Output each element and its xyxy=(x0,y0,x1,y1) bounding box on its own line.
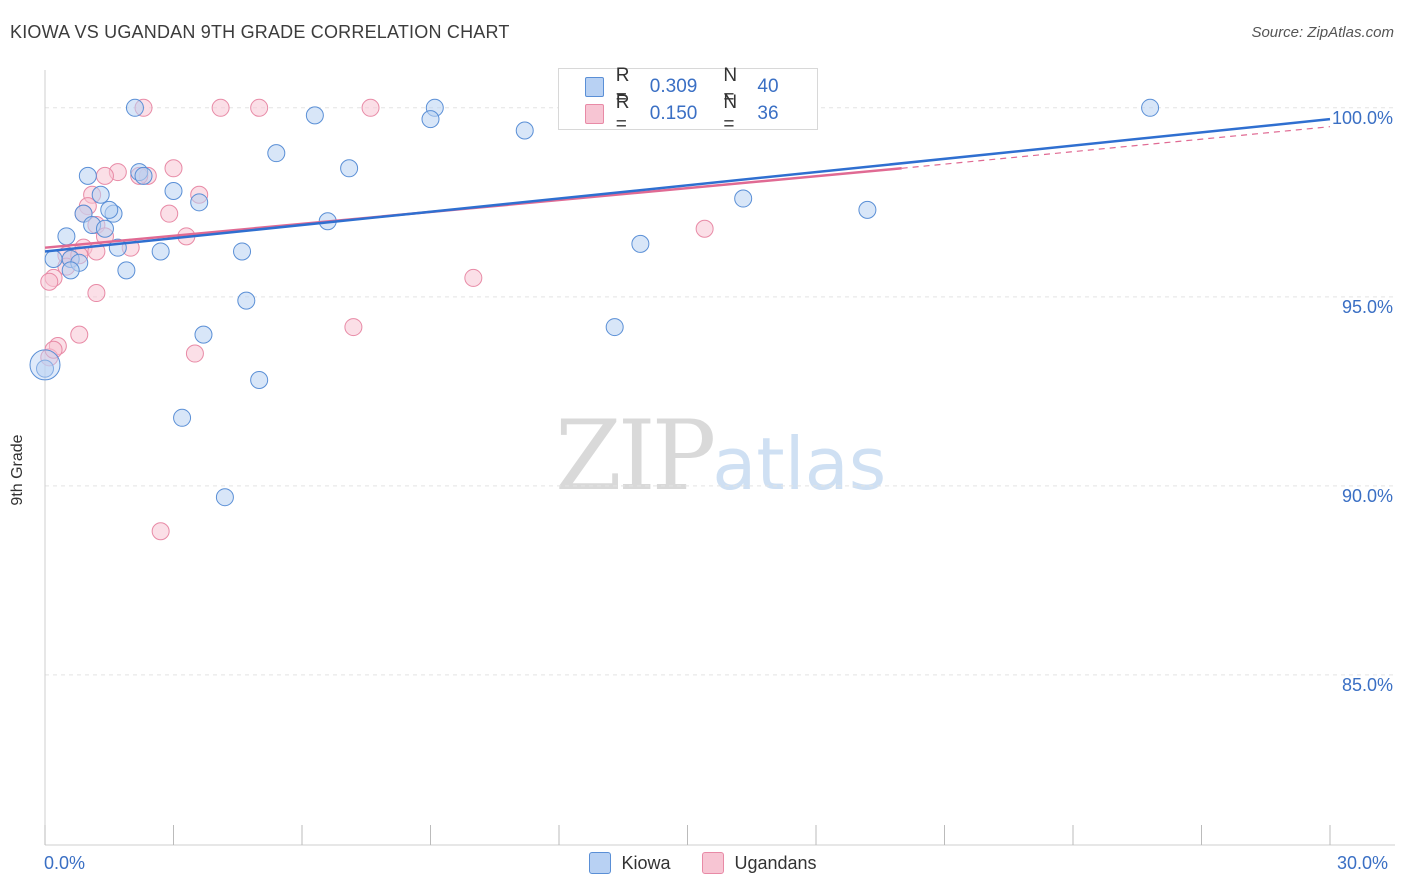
ugandans-legend-label: Ugandans xyxy=(734,852,817,873)
kiowa-point xyxy=(78,166,97,185)
ugandans-point xyxy=(695,219,714,238)
ugandans-point xyxy=(151,522,170,541)
y-tick-label: 95.0% xyxy=(1342,297,1393,317)
ugandans-point xyxy=(95,166,114,185)
kiowa-point xyxy=(340,159,359,178)
ugandans-n-value: 36 xyxy=(757,103,779,124)
kiowa-point xyxy=(44,250,63,269)
ugandans-point xyxy=(70,325,89,344)
kiowa-point xyxy=(125,98,144,117)
ugandans-point xyxy=(87,284,106,303)
ugandans-point xyxy=(160,204,179,223)
kiowa-point xyxy=(237,291,256,310)
ugandans-r-label: R = xyxy=(615,92,630,135)
y-tick-label: 90.0% xyxy=(1342,486,1393,506)
kiowa-trend-line xyxy=(44,117,1331,253)
kiowa-point xyxy=(190,193,209,212)
kiowa-point xyxy=(91,185,110,204)
kiowa-point xyxy=(515,121,534,140)
kiowa-point xyxy=(134,166,153,185)
kiowa-point xyxy=(100,200,119,219)
kiowa-point xyxy=(57,227,76,246)
kiowa-point xyxy=(233,242,252,261)
ugandans-n-label: N = xyxy=(723,92,738,135)
kiowa-point xyxy=(734,189,753,208)
kiowa-point xyxy=(117,261,136,280)
ugandans-r-value: 0.150 xyxy=(649,103,698,124)
kiowa-point xyxy=(305,106,324,125)
ugandans-point xyxy=(164,159,183,178)
y-tick-label: 100.0% xyxy=(1332,108,1393,128)
legend-row-kiowa: R = 0.309 N = 40 xyxy=(585,65,817,108)
ugandans-legend-swatch xyxy=(702,852,725,874)
kiowa-point xyxy=(631,234,650,253)
kiowa-swatch xyxy=(585,77,604,97)
ugandans-point xyxy=(250,98,269,117)
ugandans-point xyxy=(40,272,59,291)
x-axis-min-label: 0.0% xyxy=(44,853,86,873)
series-legend: Kiowa Ugandans xyxy=(0,852,1406,874)
kiowa-point xyxy=(95,219,114,238)
legend-row-ugandans: R = 0.150 N = 36 xyxy=(585,92,817,135)
kiowa-point-large xyxy=(29,349,61,381)
kiowa-r-value: 0.309 xyxy=(649,76,698,97)
kiowa-point xyxy=(36,359,54,378)
kiowa-n-value: 40 xyxy=(757,76,779,97)
ugandans-point xyxy=(344,318,363,337)
ugandans-point xyxy=(464,268,483,287)
kiowa-point xyxy=(61,261,80,280)
kiowa-point xyxy=(194,325,213,344)
legend-item-kiowa[interactable]: Kiowa xyxy=(589,852,670,874)
kiowa-legend-label: Kiowa xyxy=(621,852,671,873)
kiowa-point xyxy=(250,371,269,389)
kiowa-point xyxy=(173,408,192,427)
source-label: Source: ZipAtlas.com xyxy=(1251,24,1394,41)
kiowa-r-label: R = xyxy=(615,65,630,108)
x-axis-max-label: 30.0% xyxy=(1337,853,1389,873)
ugandans-point xyxy=(361,98,380,117)
stats-legend: R = 0.309 N = 40 R = 0.150 N = 36 xyxy=(558,65,818,135)
kiowa-point xyxy=(421,110,440,129)
kiowa-point xyxy=(1141,98,1160,117)
kiowa-legend-swatch xyxy=(589,852,612,874)
kiowa-point xyxy=(267,144,286,163)
kiowa-point xyxy=(164,181,183,200)
ugandans-point xyxy=(185,344,204,363)
ugandans-trend-extension xyxy=(901,126,1331,169)
kiowa-point xyxy=(215,488,234,507)
kiowa-point xyxy=(858,200,877,219)
chart-title: KIOWA VS UGANDAN 9TH GRADE CORRELATION C… xyxy=(10,22,510,42)
kiowa-point xyxy=(605,318,624,337)
ugandans-point xyxy=(211,98,230,117)
kiowa-point xyxy=(151,242,170,261)
y-tick-label: 85.0% xyxy=(1342,675,1393,695)
kiowa-n-label: N = xyxy=(723,65,738,108)
ugandans-swatch xyxy=(585,104,604,124)
legend-item-ugandans[interactable]: Ugandans xyxy=(702,852,817,874)
